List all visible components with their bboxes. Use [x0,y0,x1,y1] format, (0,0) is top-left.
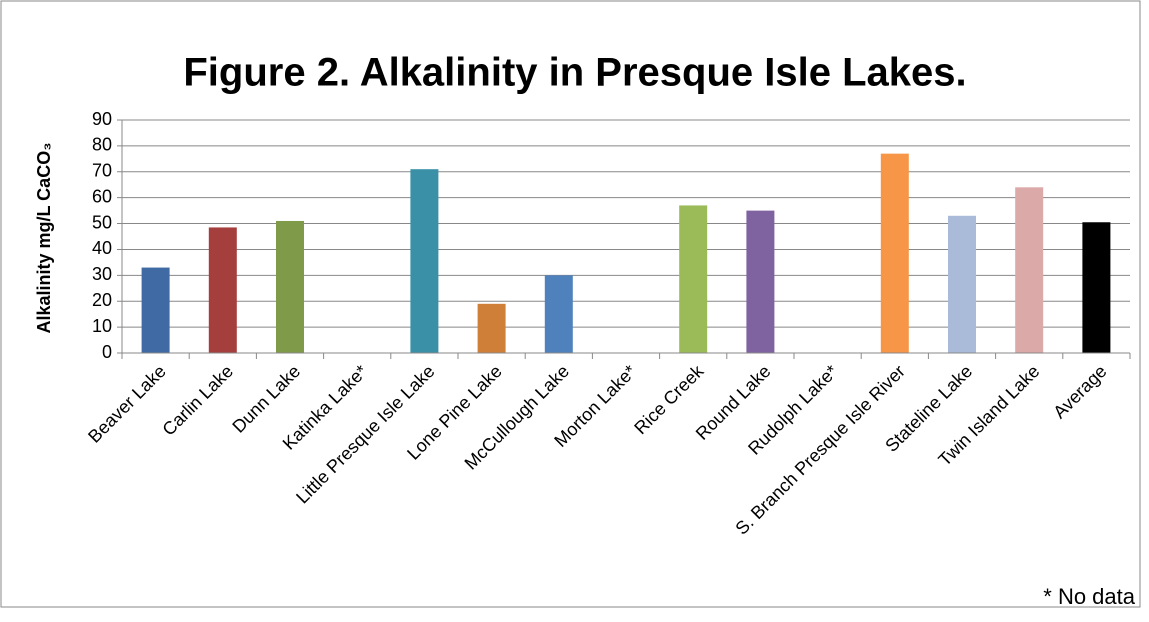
y-tick-label: 0 [102,342,112,362]
bar [477,303,506,353]
y-tick-label: 80 [92,135,112,155]
bar [880,153,909,353]
bar [208,227,237,353]
y-tick-label: 40 [92,238,112,258]
bar [1015,187,1044,353]
bar [410,169,439,353]
y-tick-label: 50 [92,212,112,232]
bar [679,205,708,353]
y-tick-label: 10 [92,316,112,336]
y-tick-label: 90 [92,109,112,129]
y-tick-label: 20 [92,290,112,310]
bar [746,210,775,353]
y-tick-label: 70 [92,161,112,181]
y-tick-label: 60 [92,186,112,206]
y-tick-label: 30 [92,264,112,284]
bar [544,275,573,353]
y-axis-label: Alkalinity mg/L CaCO₃ [34,142,54,333]
bar [276,220,304,353]
chart-title: Figure 2. Alkalinity in Presque Isle Lak… [183,51,966,95]
bar [141,267,170,353]
bar [1082,222,1111,353]
bar [948,215,976,353]
annotation: * No data [1043,584,1135,609]
